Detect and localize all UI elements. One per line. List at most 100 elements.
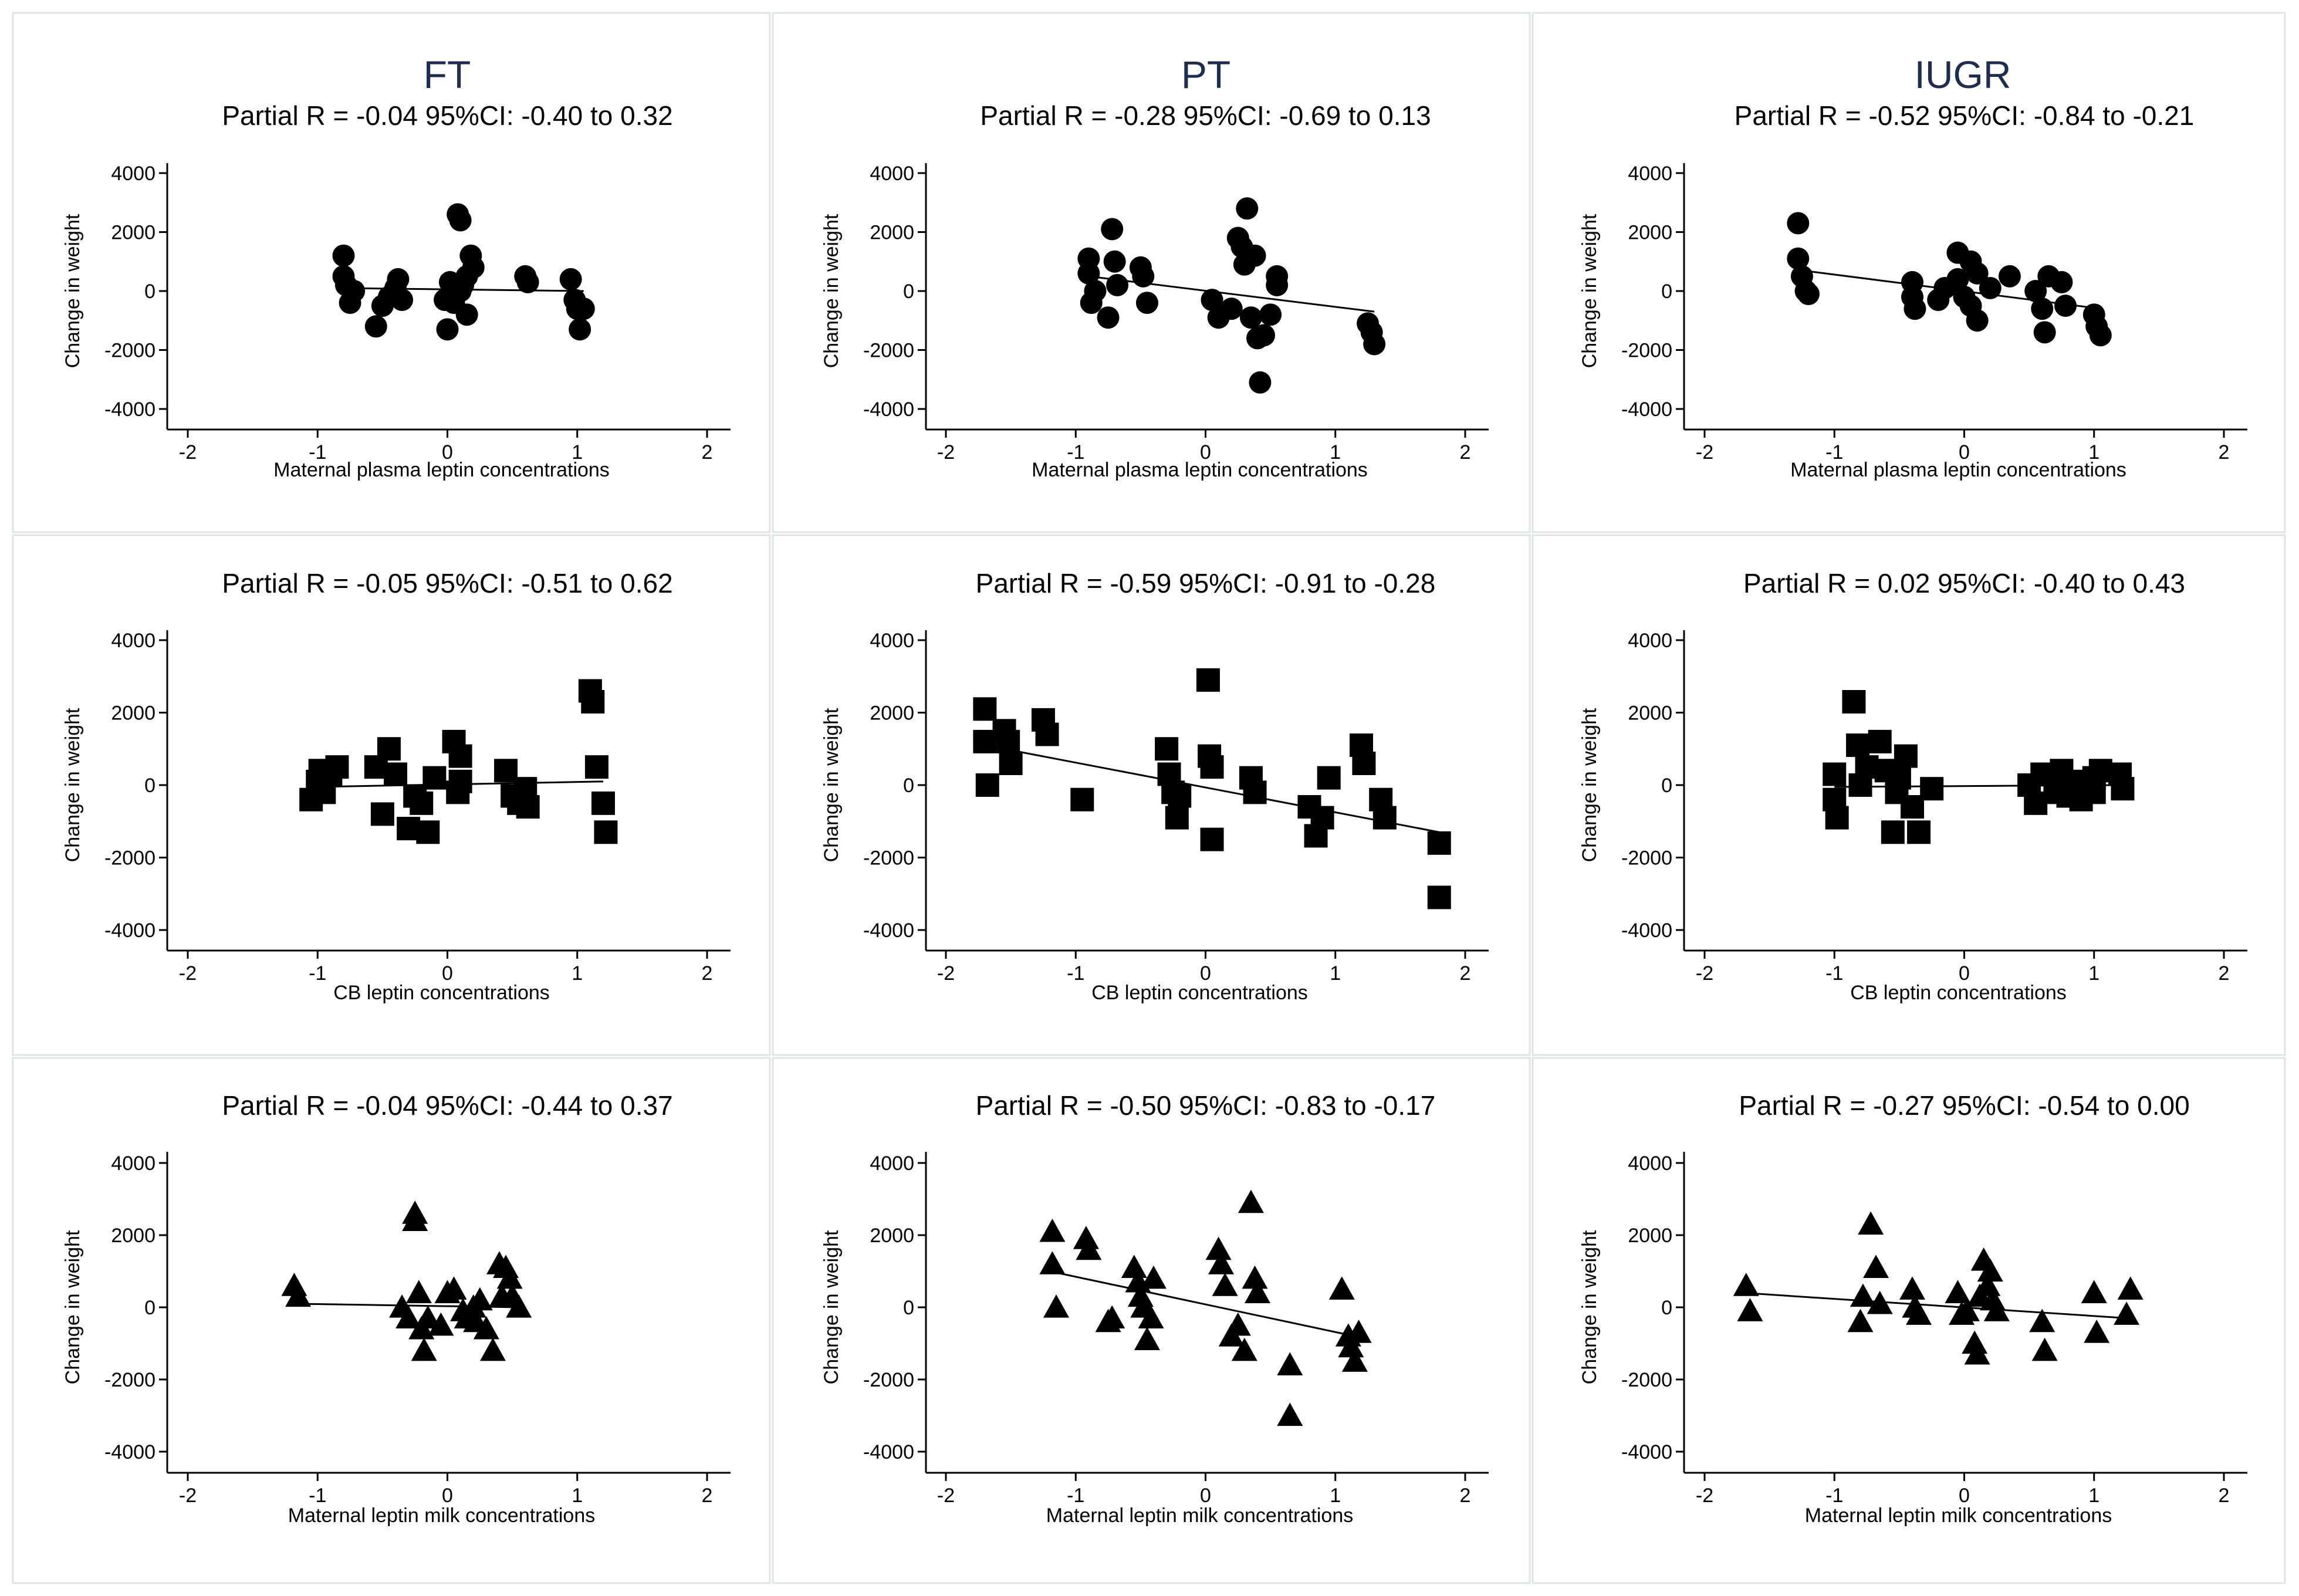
y-tick-label: -4000	[863, 1441, 914, 1463]
data-point	[1899, 1276, 1925, 1300]
x-tick-label: 2	[2219, 441, 2230, 464]
x-tick-label: 2	[1460, 1485, 1471, 1507]
data-point	[1135, 292, 1158, 315]
y-tick-label: -2000	[104, 1369, 155, 1391]
y-tick-label: 0	[903, 775, 914, 797]
data-point	[2081, 1280, 2107, 1303]
data-point	[1787, 212, 1810, 235]
data-point	[1850, 1283, 1876, 1307]
chart-pt-plasma: Partial R = -0.28 95%CI: -0.69 to 0.13 -4…	[820, 100, 1489, 481]
y-tick-label: 4000	[1628, 1152, 1672, 1175]
y-tick-label: -2000	[1621, 847, 1672, 870]
y-axis-title: Change in weight	[1578, 1230, 1601, 1384]
y-tick-label: 0	[903, 1297, 914, 1319]
data-point	[1097, 306, 1120, 329]
data-point	[1070, 787, 1094, 811]
data-point	[1245, 1280, 1270, 1303]
x-tick-label: 1	[2088, 1485, 2099, 1507]
y-tick-label: -4000	[104, 919, 155, 942]
x-tick-label: 0	[1200, 1485, 1211, 1507]
x-tick-label: -2	[179, 441, 197, 464]
data-point	[581, 689, 605, 714]
data-point	[1141, 1265, 1167, 1289]
data-point	[1894, 744, 1918, 768]
data-point	[1099, 1305, 1125, 1329]
data-point	[591, 791, 615, 815]
data-point	[516, 795, 540, 819]
y-tick-label: 2000	[1628, 222, 1672, 244]
y-tick-label: 2000	[1628, 1225, 1672, 1247]
plot-title: Partial R = 0.02 95%CI: -0.40 to 0.43	[1743, 568, 2185, 598]
data-point	[1201, 289, 1223, 312]
data-point	[1363, 333, 1386, 356]
data-point	[377, 737, 401, 761]
data-point	[1073, 1226, 1099, 1249]
data-point	[1101, 218, 1124, 241]
data-point	[1868, 729, 1892, 753]
data-point	[343, 280, 366, 302]
data-point	[559, 268, 582, 290]
data-point	[1867, 1290, 1893, 1314]
data-point	[1345, 1320, 1372, 1343]
plot-title: Partial R = -0.52 95%CI: -0.84 to -0.21	[1735, 100, 2195, 131]
data-point	[2054, 295, 2077, 317]
x-tick-label: 0	[1200, 441, 1211, 464]
y-tick-label: 0	[144, 1297, 155, 1319]
y-tick-label: 2000	[870, 1225, 914, 1247]
data-point	[1372, 806, 1397, 830]
data-point	[1962, 1330, 1988, 1354]
x-tick-label: 0	[442, 1485, 453, 1507]
data-point	[448, 769, 472, 793]
data-point	[1277, 1402, 1303, 1426]
data-point	[1983, 1298, 2010, 1321]
fit-line	[985, 744, 1440, 833]
data-point	[1945, 1280, 1971, 1303]
y-axis-title: Change in weight	[820, 708, 843, 862]
data-point	[448, 744, 472, 768]
data-point	[1121, 1255, 1147, 1278]
y-tick-label: 2000	[870, 702, 914, 725]
data-point	[466, 1287, 493, 1311]
data-point	[572, 297, 595, 320]
y-tick-label: 0	[903, 280, 914, 303]
data-point	[441, 1276, 467, 1300]
data-point	[1787, 247, 1810, 270]
data-point	[1132, 265, 1155, 288]
y-tick-label: 0	[144, 280, 155, 303]
column-title-iugr: IUGR	[1915, 53, 2011, 96]
data-point	[1977, 1258, 2003, 1282]
data-point	[1243, 780, 1267, 804]
plot-title: Partial R = -0.28 95%CI: -0.69 to 0.13	[980, 100, 1431, 131]
data-point	[1966, 309, 1989, 332]
data-point	[462, 256, 485, 279]
x-tick-label: 2	[2219, 1485, 2230, 1507]
y-tick-label: -4000	[104, 1441, 155, 1463]
data-point	[395, 1305, 422, 1329]
x-tick-label: 0	[442, 441, 453, 464]
data-point	[1825, 806, 1849, 830]
y-tick-label: 0	[1661, 1297, 1672, 1319]
x-tick-label: 0	[1959, 1485, 1970, 1507]
y-tick-label: -4000	[863, 919, 914, 942]
y-tick-label: 4000	[870, 630, 914, 652]
data-point	[1212, 1273, 1238, 1296]
data-point	[1966, 262, 1989, 285]
y-tick-label: 2000	[111, 702, 155, 725]
data-point	[387, 268, 410, 290]
data-point	[1920, 777, 1944, 801]
x-tick-label: -2	[1696, 441, 1713, 464]
data-point	[1231, 1337, 1257, 1361]
data-point	[1317, 766, 1341, 790]
fit-line	[1049, 1270, 1355, 1337]
y-axis-title: Change in weight	[62, 1230, 84, 1384]
data-point	[391, 289, 414, 312]
data-point	[1266, 273, 1289, 296]
data-point	[1352, 751, 1376, 775]
data-point	[455, 303, 478, 326]
y-tick-label: -2000	[863, 847, 914, 870]
panel-frame	[772, 534, 1531, 1056]
data-point	[1106, 273, 1129, 296]
data-point	[1737, 1298, 1763, 1321]
x-tick-label: -2	[937, 962, 955, 985]
